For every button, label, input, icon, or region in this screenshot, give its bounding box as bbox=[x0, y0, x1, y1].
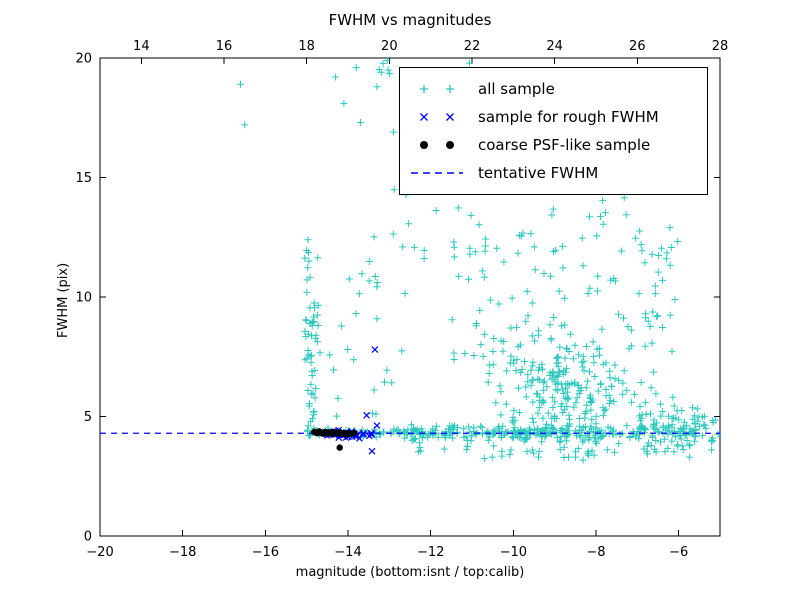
legend-entry-rough-fwhm: sample for rough FWHM bbox=[408, 103, 699, 131]
x-tick-label: −12 bbox=[417, 545, 444, 560]
y-tick-label: 0 bbox=[84, 530, 92, 545]
x-marker-icon bbox=[420, 113, 454, 121]
legend: all sample sample for rough FWHM coarse … bbox=[399, 67, 708, 195]
dot-marker-icon bbox=[420, 141, 454, 149]
legend-entry-coarse-psf: coarse PSF-like sample bbox=[408, 131, 699, 159]
legend-label-coarse-psf: coarse PSF-like sample bbox=[478, 135, 651, 154]
series-coarse-psf bbox=[310, 428, 358, 451]
x-tick-label: −8 bbox=[586, 545, 605, 560]
y-tick-label: 5 bbox=[84, 410, 92, 425]
y-tick-label: 20 bbox=[75, 52, 92, 67]
top-tick-label: 22 bbox=[464, 39, 481, 54]
x-tick-label: −10 bbox=[500, 545, 527, 560]
x-axis-label: magnitude (bottom:isnt / top:calib) bbox=[295, 565, 525, 580]
top-tick-label: 28 bbox=[712, 39, 729, 54]
y-tick-label: 10 bbox=[75, 291, 92, 306]
x-axis-ticks-bottom: −20 −18 −16 −14 −12 −10 −8 −6 bbox=[86, 530, 688, 560]
legend-label-tentative-fwhm: tentative FWHM bbox=[478, 163, 599, 182]
x-tick-label: −18 bbox=[169, 545, 196, 560]
x-tick-label: −6 bbox=[669, 545, 688, 560]
top-tick-label: 18 bbox=[298, 39, 315, 54]
y-tick-label: 15 bbox=[75, 171, 92, 186]
series-all-sample bbox=[237, 56, 722, 464]
chart-title: FWHM vs magnitudes bbox=[328, 11, 492, 29]
top-tick-label: 14 bbox=[133, 39, 150, 54]
series-rough-fwhm bbox=[322, 346, 381, 455]
legend-label-all-sample: all sample bbox=[478, 79, 555, 98]
dashed-line-icon bbox=[411, 172, 463, 174]
top-tick-label: 16 bbox=[216, 39, 233, 54]
top-tick-label: 24 bbox=[546, 39, 563, 54]
top-tick-label: 26 bbox=[629, 39, 646, 54]
top-tick-label: 20 bbox=[381, 39, 398, 54]
x-axis-ticks-top: 14 16 18 20 22 24 26 28 bbox=[133, 39, 728, 64]
x-tick-label: −16 bbox=[252, 545, 279, 560]
plus-marker-icon bbox=[420, 85, 454, 93]
x-tick-label: −14 bbox=[334, 545, 361, 560]
legend-entry-all-sample: all sample bbox=[408, 75, 699, 103]
x-tick-label: −20 bbox=[86, 545, 113, 560]
legend-entry-tentative-fwhm: tentative FWHM bbox=[408, 159, 699, 187]
y-axis-label: FWHM (pix) bbox=[56, 262, 71, 338]
legend-label-rough-fwhm: sample for rough FWHM bbox=[478, 107, 659, 126]
y-axis-ticks: 0 5 10 15 20 bbox=[75, 52, 720, 545]
